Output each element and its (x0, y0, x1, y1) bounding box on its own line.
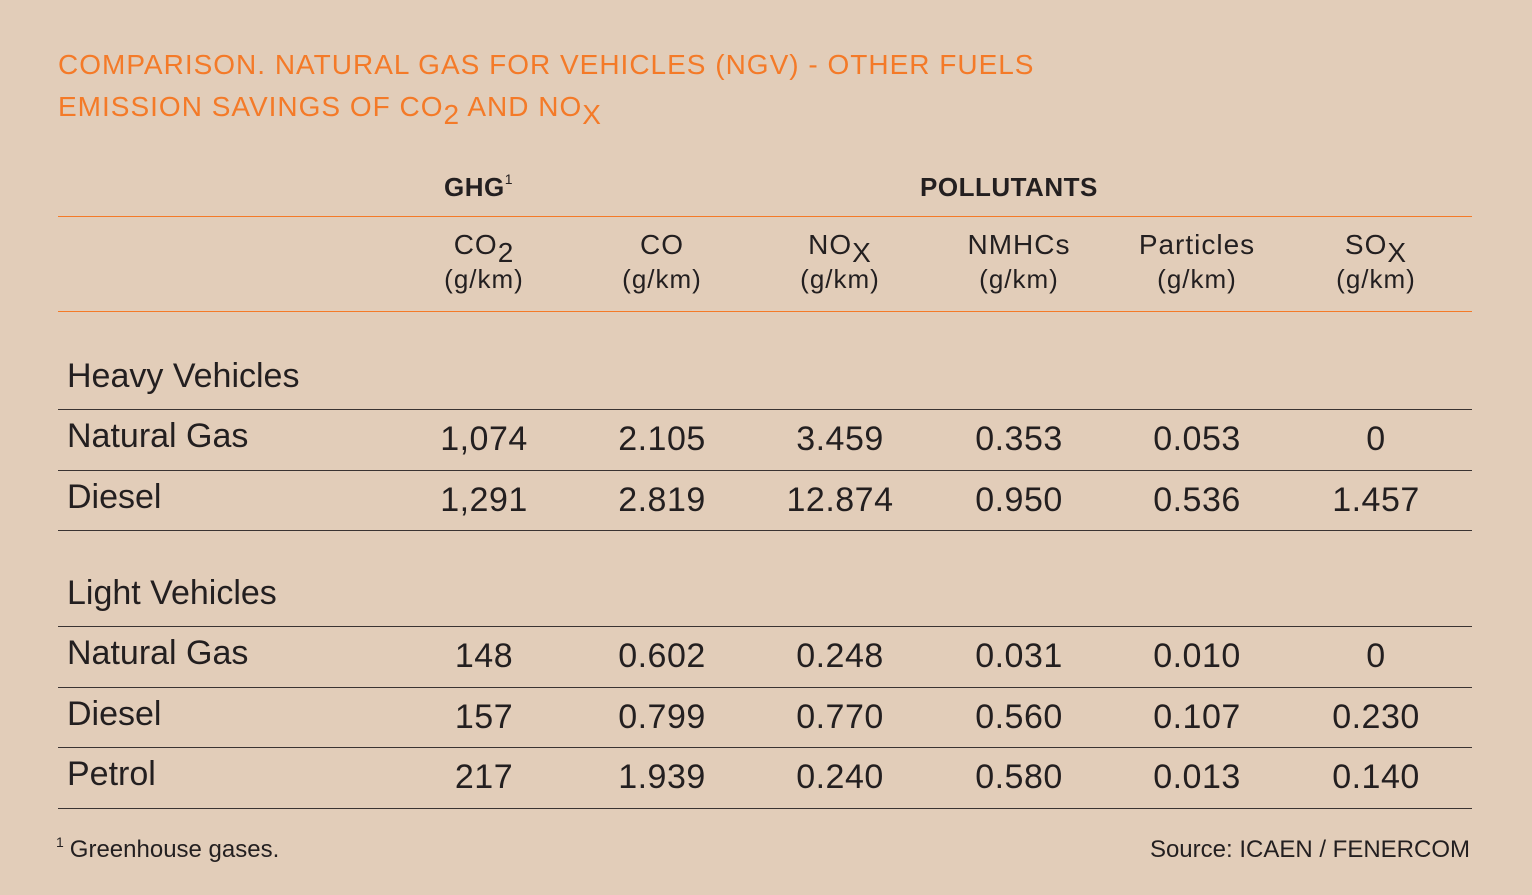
table-cell: 0 (1366, 420, 1386, 458)
column-header: SOX (g/km) (1291, 228, 1461, 296)
row-rule (58, 686, 1472, 688)
chart-title: Comparison. Natural gas for vehicles (NG… (58, 44, 1035, 130)
row-rule (58, 469, 1472, 471)
table-cell: 0.799 (618, 697, 706, 736)
column-header-name: CO (640, 229, 684, 260)
row-rule (58, 747, 1472, 748)
row-label: Diesel (67, 694, 162, 733)
row-rule (58, 807, 1472, 809)
column-header-unit: (g/km) (979, 264, 1059, 294)
column-header-name: NOX (808, 229, 872, 268)
section-heading: Heavy Vehicles (67, 357, 300, 395)
table-cell: 0.053 (1153, 420, 1241, 458)
ghg-footnote-mark: 1 (504, 171, 514, 187)
table-cell: 157 (454, 697, 514, 736)
column-header-unit: (g/km) (1336, 264, 1416, 294)
table-cell: 0.353 (975, 420, 1063, 458)
table-cell: 0.770 (796, 697, 884, 736)
column-header-name: SOX (1344, 229, 1408, 268)
footnote-text: Greenhouse gases. (69, 836, 280, 863)
column-header-unit: (g/km) (622, 264, 702, 294)
table-cell: 0.010 (1153, 637, 1241, 675)
table-cell: 1,291 (440, 480, 528, 519)
column-header-name: CO2 (453, 229, 515, 268)
column-header-subscript: X (852, 237, 872, 268)
table-cell: 0.248 (796, 637, 884, 675)
table-cell: 2.819 (618, 480, 706, 519)
column-header-name: NMHCs (967, 229, 1071, 260)
pollutants-group-header: POLLUTANTS (920, 172, 1098, 202)
table-cell: 0.140 (1332, 758, 1420, 796)
title-nox-subscript: X (582, 99, 602, 130)
table-cell: 1.939 (618, 758, 706, 796)
title-line-2: Emission savings of CO2 and NOX (58, 86, 1035, 130)
table-cell: 0.107 (1153, 697, 1241, 736)
table-cell: 0.536 (1153, 480, 1241, 519)
column-header-subscript: X (1387, 237, 1408, 268)
column-header: NOX (g/km) (755, 228, 925, 296)
ghg-group-header: GHG1 (444, 172, 513, 203)
row-label: Natural Gas (67, 634, 249, 672)
row-label: Petrol (67, 755, 156, 793)
table-cell: 0.013 (1153, 758, 1241, 796)
column-header-unit: (g/km) (800, 264, 880, 294)
table-cell: 0.560 (975, 697, 1063, 736)
column-header-unit: (g/km) (444, 264, 524, 294)
section-rule (58, 626, 1472, 627)
title-line-2-mid: and NO (460, 91, 583, 122)
column-header: NMHCs (g/km) (934, 228, 1104, 296)
section-heading: Light Vehicles (67, 574, 277, 612)
table-cell: 2.105 (618, 420, 706, 458)
row-label: Natural Gas (67, 417, 249, 455)
footnote-mark: 1 (56, 834, 64, 850)
table-cell: 0.950 (975, 480, 1063, 519)
column-header: Particles (g/km) (1112, 228, 1282, 296)
title-line-1: Comparison. Natural gas for vehicles (NG… (58, 49, 1035, 80)
column-header: CO (g/km) (577, 228, 747, 296)
column-header-subscript: 2 (497, 237, 515, 268)
source-note: Source: ICAEN / FENERCOM (1149, 836, 1470, 863)
table-cell: 0.580 (975, 758, 1063, 796)
table-cell: 3.459 (796, 420, 884, 458)
header-bottom-rule (58, 311, 1472, 312)
column-header: CO2 (g/km) (399, 228, 569, 296)
footnote: 1 Greenhouse gases. (56, 834, 280, 864)
section-rule (58, 409, 1472, 410)
table-cell: 148 (454, 637, 514, 675)
row-label: Diesel (67, 477, 162, 516)
header-top-rule (58, 216, 1472, 217)
table-cell: 1.457 (1332, 480, 1420, 519)
table-cell: 1,074 (440, 420, 528, 458)
table-cell: 0.031 (975, 637, 1063, 675)
table-cell: 0.240 (796, 758, 884, 796)
table-cell: 0.230 (1332, 697, 1420, 736)
table-cell: 12.874 (786, 480, 894, 519)
table-cell: 217 (454, 758, 514, 796)
ghg-label: GHG (444, 172, 505, 202)
row-rule (58, 530, 1472, 531)
title-line-2-prefix: Emission savings of CO (58, 91, 444, 122)
table-cell: 0.602 (618, 637, 706, 675)
title-co2-subscript: 2 (443, 99, 461, 130)
column-header-unit: (g/km) (1157, 264, 1237, 294)
table-cell: 0 (1366, 637, 1386, 675)
column-header-name: Particles (1138, 229, 1256, 260)
